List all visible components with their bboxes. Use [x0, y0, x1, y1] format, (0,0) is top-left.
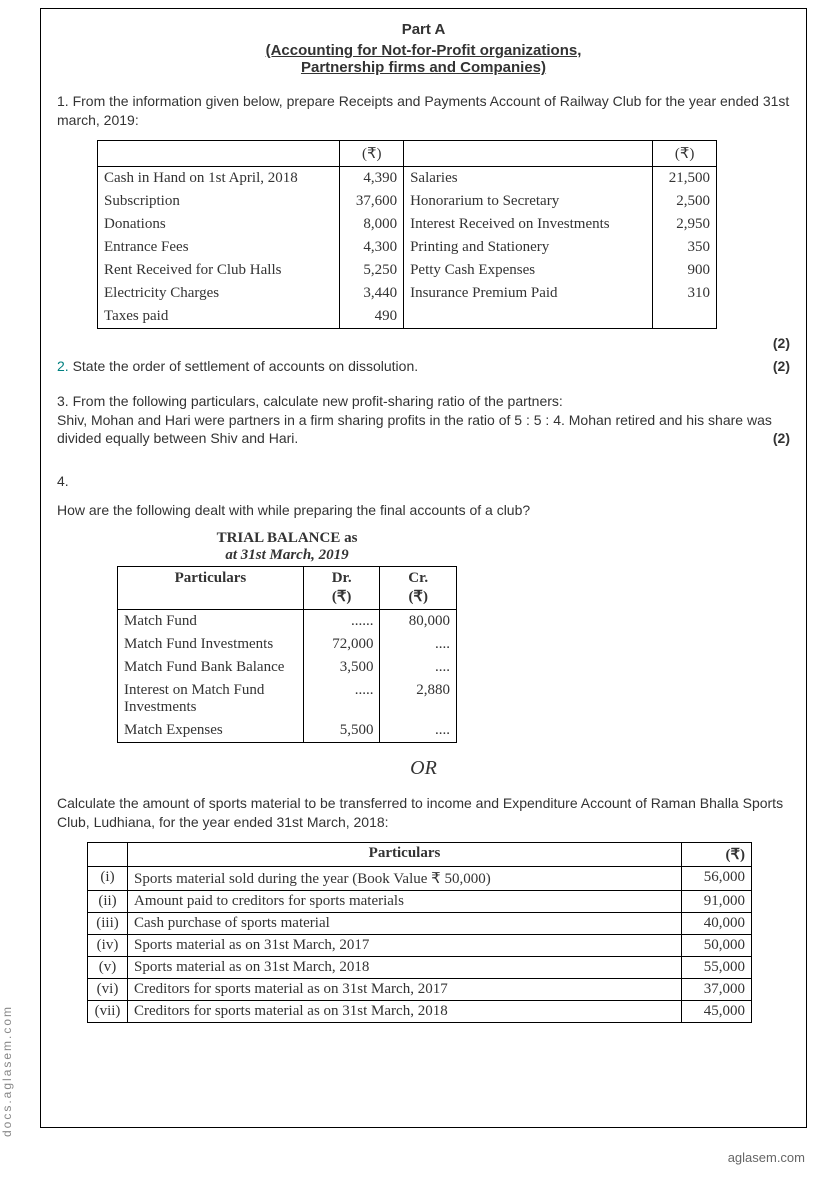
table-row: (iii)Cash purchase of sports material40,…: [88, 912, 752, 934]
or-divider: OR: [57, 757, 790, 780]
q1-rupee-hdr-left: (₹): [340, 140, 404, 166]
table-row: (i)Sports material sold during the year …: [88, 866, 752, 890]
q3-text: From the following particulars, calculat…: [73, 393, 563, 409]
tb-head-particulars: Particulars: [118, 567, 304, 610]
q2-number: 2.: [57, 358, 69, 374]
table-row: (iv)Sports material as on 31st March, 20…: [88, 934, 752, 956]
table-row: Match Fund Investments72,000....: [118, 633, 457, 656]
table-row: Taxes paid 490: [98, 305, 717, 329]
q1-text: From the information given below, prepar…: [57, 93, 789, 128]
tb-head-cr: Cr. (₹): [380, 567, 457, 610]
subtitle: (Accounting for Not-for-Profit organizat…: [57, 42, 790, 76]
q4-number: 4.: [57, 473, 69, 489]
table-row: Electricity Charges 3,440 Insurance Prem…: [98, 282, 717, 305]
subtitle-line1: (Accounting for Not-for-Profit organizat…: [57, 42, 790, 59]
q2-text: State the order of settlement of account…: [73, 358, 419, 374]
table-row: Interest on Match Fund Investments.....2…: [118, 679, 457, 719]
table-row: Entrance Fees 4,300 Printing and Station…: [98, 236, 717, 259]
trial-balance-caption: TRIAL BALANCE as at 31st March, 2019: [117, 530, 457, 564]
t3-head-amt: (₹): [682, 842, 752, 866]
table-row: (vii)Creditors for sports material as on…: [88, 1000, 752, 1022]
table-row: Cash in Hand on 1st April, 2018 4,390 Sa…: [98, 166, 717, 190]
table-row: Match Fund Bank Balance3,500....: [118, 656, 457, 679]
question-2: 2. State the order of settlement of acco…: [57, 357, 790, 376]
q3-marks: (2): [773, 429, 790, 448]
table-row: Match Expenses5,500....: [118, 719, 457, 743]
table-row: Match Fund......80,000: [118, 610, 457, 634]
q1-table: (₹) (₹) Cash in Hand on 1st April, 2018 …: [97, 140, 717, 329]
q4-intro: How are the following dealt with while p…: [57, 501, 790, 520]
subtitle-line2: Partnership firms and Companies): [57, 59, 790, 76]
table-row: (ii)Amount paid to creditors for sports …: [88, 890, 752, 912]
table-row: (vi)Creditors for sports material as on …: [88, 978, 752, 1000]
table-row: (v)Sports material as on 31st March, 201…: [88, 956, 752, 978]
tb-head-dr: Dr. (₹): [303, 567, 380, 610]
q1-number: 1.: [57, 93, 69, 109]
q1-marks: (2): [773, 335, 790, 351]
question-4: 4.: [57, 472, 790, 491]
sports-material-table: Particulars (₹) (i)Sports material sold …: [87, 842, 752, 1023]
part-title: Part A: [57, 21, 790, 38]
watermark-left: docs.aglasem.com: [0, 1005, 14, 1137]
page-container: Part A (Accounting for Not-for-Profit or…: [40, 8, 807, 1128]
trial-balance-table: Particulars Dr. (₹) Cr. (₹) Match Fund..…: [117, 566, 457, 743]
t3-head-particulars: Particulars: [128, 842, 682, 866]
q3-text2: Shiv, Mohan and Hari were partners in a …: [57, 412, 772, 447]
question-1: 1. From the information given below, pre…: [57, 92, 790, 130]
q3-number: 3.: [57, 393, 69, 409]
q2-marks: (2): [773, 357, 790, 376]
table-row: Subscription 37,600 Honorarium to Secret…: [98, 190, 717, 213]
table-row: Rent Received for Club Halls 5,250 Petty…: [98, 259, 717, 282]
table-row: Donations 8,000 Interest Received on Inv…: [98, 213, 717, 236]
q4-alt-text: Calculate the amount of sports material …: [57, 794, 790, 832]
question-3: 3. From the following particulars, calcu…: [57, 392, 790, 449]
watermark-right: aglasem.com: [728, 1150, 805, 1165]
q1-rupee-hdr-right: (₹): [653, 140, 717, 166]
